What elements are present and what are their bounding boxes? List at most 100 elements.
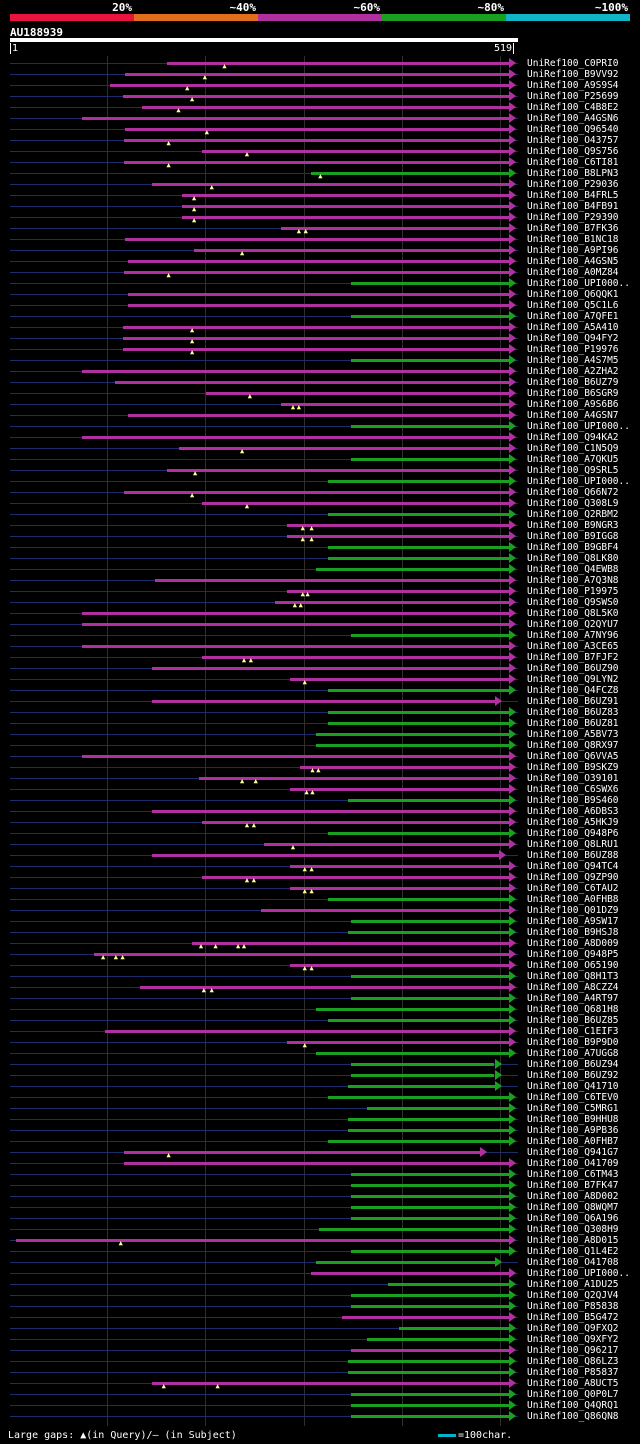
hit-row[interactable]: ▲ UniRef100_C1N5Q9	[0, 443, 640, 455]
hit-alignment-bar[interactable]	[82, 612, 510, 615]
hit-label[interactable]: UniRef100_Q9FXQ2	[527, 1323, 619, 1334]
hit-row[interactable]: UniRef100_A7Q3N8	[0, 575, 640, 586]
hit-row[interactable]: UniRef100_Q2QJV4	[0, 1290, 640, 1301]
hit-row[interactable]: UniRef100_C6TEV0	[0, 1092, 640, 1103]
hit-alignment-bar[interactable]	[316, 744, 510, 747]
hit-alignment-bar[interactable]	[166, 62, 510, 65]
hit-row[interactable]: ▲ UniRef100_B4FB91	[0, 201, 640, 213]
hit-label[interactable]: UniRef100_Q2RBM2	[527, 509, 619, 520]
hit-row[interactable]: UniRef100_Q2QYU7	[0, 619, 640, 630]
hit-row[interactable]: ▲ UniRef100_B9P9D0	[0, 1037, 640, 1049]
hit-row[interactable]: UniRef100_Q4FCZ8	[0, 685, 640, 696]
hit-label[interactable]: UniRef100_Q9SWS0	[527, 597, 619, 608]
hit-row[interactable]: UniRef100_A1DU25	[0, 1279, 640, 1290]
hit-label[interactable]: UniRef100_A4GSN7	[527, 410, 619, 421]
hit-alignment-bar[interactable]	[123, 139, 510, 142]
hit-row[interactable]: ▲ ▲ UniRef100_O39101	[0, 773, 640, 785]
hit-label[interactable]: UniRef100_B9NGR3	[527, 520, 619, 531]
hit-label[interactable]: UniRef100_A9S6B6	[527, 399, 619, 410]
hit-alignment-bar[interactable]	[350, 282, 510, 285]
hit-label[interactable]: UniRef100_B7FJF2	[527, 652, 619, 663]
hit-row[interactable]: ▲ UniRef100_B6SGR9	[0, 388, 640, 400]
hit-row[interactable]: UniRef100_A3CE65	[0, 641, 640, 652]
hit-label[interactable]: UniRef100_Q948P6	[527, 828, 619, 839]
hit-alignment-bar[interactable]	[316, 1261, 495, 1264]
hit-row[interactable]: UniRef100_O41709	[0, 1158, 640, 1169]
hit-label[interactable]: UniRef100_A4RT97	[527, 993, 619, 1004]
hit-label[interactable]: UniRef100_B6UZ83	[527, 707, 619, 718]
hit-label[interactable]: UniRef100_Q2QYU7	[527, 619, 619, 630]
hit-alignment-bar[interactable]	[328, 722, 510, 725]
hit-alignment-bar[interactable]	[287, 535, 510, 538]
hit-label[interactable]: UniRef100_C6TAU2	[527, 883, 619, 894]
hit-alignment-bar[interactable]	[328, 689, 510, 692]
hit-alignment-bar[interactable]	[311, 1272, 510, 1275]
hit-row[interactable]: UniRef100_B6UZ92	[0, 1070, 640, 1081]
hit-alignment-bar[interactable]	[128, 414, 510, 417]
hit-alignment-bar[interactable]	[123, 1162, 510, 1165]
hit-alignment-bar[interactable]	[398, 1327, 510, 1330]
hit-row[interactable]: UniRef100_Q8WQM7	[0, 1202, 640, 1213]
hit-label[interactable]: UniRef100_A8D015	[527, 1235, 619, 1246]
hit-alignment-bar[interactable]	[281, 403, 510, 406]
hit-alignment-bar[interactable]	[122, 348, 510, 351]
hit-alignment-bar[interactable]	[350, 1404, 510, 1407]
hit-row[interactable]: UniRef100_Q9XFY2	[0, 1334, 640, 1345]
hit-label[interactable]: UniRef100_C0PRI0	[527, 58, 619, 69]
hit-alignment-bar[interactable]	[82, 117, 510, 120]
hit-label[interactable]: UniRef100_A4GSN5	[527, 256, 619, 267]
hit-alignment-bar[interactable]	[142, 106, 510, 109]
hit-row[interactable]: UniRef100_B6UZ91	[0, 696, 640, 707]
hit-label[interactable]: UniRef100_Q9ZP90	[527, 872, 619, 883]
hit-label[interactable]: UniRef100_Q9XFY2	[527, 1334, 619, 1345]
hit-label[interactable]: UniRef100_Q4FCZ8	[527, 685, 619, 696]
hit-row[interactable]: UniRef100_O41708	[0, 1257, 640, 1268]
hit-row[interactable]: ▲ ▲ UniRef100_Q94TC4	[0, 861, 640, 873]
hit-row[interactable]: UniRef100_B6UZ83	[0, 707, 640, 718]
hit-label[interactable]: UniRef100_O39101	[527, 773, 619, 784]
hit-row[interactable]: UniRef100_A7UGG8	[0, 1048, 640, 1059]
hit-row[interactable]: UniRef100_B9HHU8	[0, 1114, 640, 1125]
hit-row[interactable]: UniRef100_Q0P0L7	[0, 1389, 640, 1400]
hit-alignment-bar[interactable]	[192, 942, 510, 945]
hit-alignment-bar[interactable]	[328, 898, 510, 901]
hit-label[interactable]: UniRef100_Q1L4E2	[527, 1246, 619, 1257]
hit-alignment-bar[interactable]	[201, 876, 510, 879]
hit-row[interactable]: ▲ ▲ ▲ UniRef100_Q948P5	[0, 949, 640, 961]
hit-row[interactable]: ▲ UniRef100_A9S9S4	[0, 80, 640, 92]
hit-alignment-bar[interactable]	[350, 458, 510, 461]
hit-label[interactable]: UniRef100_A4S7M5	[527, 355, 619, 366]
hit-label[interactable]: UniRef100_B6SGR9	[527, 388, 619, 399]
hit-row[interactable]: UniRef100_A0FHB8	[0, 894, 640, 905]
hit-label[interactable]: UniRef100_A9S9S4	[527, 80, 619, 91]
hit-label[interactable]: UniRef100_Q01DZ9	[527, 905, 619, 916]
hit-label[interactable]: UniRef100_Q5C1L6	[527, 300, 619, 311]
hit-label[interactable]: UniRef100_A0MZ84	[527, 267, 619, 278]
hit-row[interactable]: ▲ ▲ UniRef100_C6TAU2	[0, 883, 640, 895]
hit-label[interactable]: UniRef100_A9PI96	[527, 245, 619, 256]
hit-label[interactable]: UniRef100_Q94FY2	[527, 333, 619, 344]
hit-label[interactable]: UniRef100_Q6QQK1	[527, 289, 619, 300]
hit-alignment-bar[interactable]	[260, 909, 510, 912]
hit-label[interactable]: UniRef100_A7QFE1	[527, 311, 619, 322]
hit-label[interactable]: UniRef100_B9VV92	[527, 69, 619, 80]
hit-label[interactable]: UniRef100_Q9LYN2	[527, 674, 619, 685]
hit-row[interactable]: UniRef100_A4GSN7	[0, 410, 640, 421]
hit-alignment-bar[interactable]	[347, 1118, 510, 1121]
hit-label[interactable]: UniRef100_Q96217	[527, 1345, 619, 1356]
hit-row[interactable]: ▲ UniRef100_P19976	[0, 344, 640, 356]
hit-row[interactable]: UniRef100_B9S460	[0, 795, 640, 806]
hit-alignment-bar[interactable]	[350, 1184, 510, 1187]
hit-alignment-bar[interactable]	[350, 1305, 510, 1308]
hit-label[interactable]: UniRef100_Q4EWB8	[527, 564, 619, 575]
hit-label[interactable]: UniRef100_A8UCT5	[527, 1378, 619, 1389]
hit-row[interactable]: ▲ UniRef100_Q941G7	[0, 1147, 640, 1159]
hit-label[interactable]: UniRef100_Q9SRL5	[527, 465, 619, 476]
hit-label[interactable]: UniRef100_P19976	[527, 344, 619, 355]
hit-label[interactable]: UniRef100_A2ZHA2	[527, 366, 619, 377]
hit-label[interactable]: UniRef100_A8CZZ4	[527, 982, 619, 993]
hit-row[interactable]: UniRef100_UPI000..	[0, 1268, 640, 1279]
hit-row[interactable]: UniRef100_Q9FXQ2	[0, 1323, 640, 1334]
hit-alignment-bar[interactable]	[122, 337, 510, 340]
hit-alignment-bar[interactable]	[367, 1338, 510, 1341]
